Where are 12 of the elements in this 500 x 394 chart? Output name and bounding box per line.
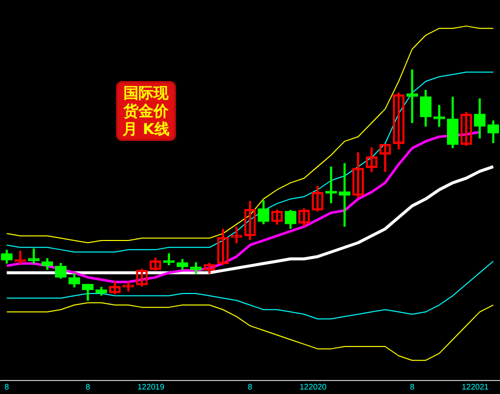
x-tick-label: 2021: [470, 382, 490, 392]
x-tick-label: 12: [300, 382, 310, 392]
x-tick-label: 12: [462, 382, 472, 392]
x-tick-label: 8: [410, 382, 415, 392]
x-tick-label: 2019: [146, 382, 165, 392]
x-tick-label: 8: [4, 382, 10, 392]
x-tick-label: 12: [137, 382, 147, 392]
candlestick: [433, 105, 446, 127]
text: 国际现货金价月 K线: [116, 81, 176, 141]
x-tick-label: 2020: [308, 382, 328, 392]
x-tick-label: 8: [248, 382, 253, 392]
x-tick-label: 8: [86, 382, 91, 392]
